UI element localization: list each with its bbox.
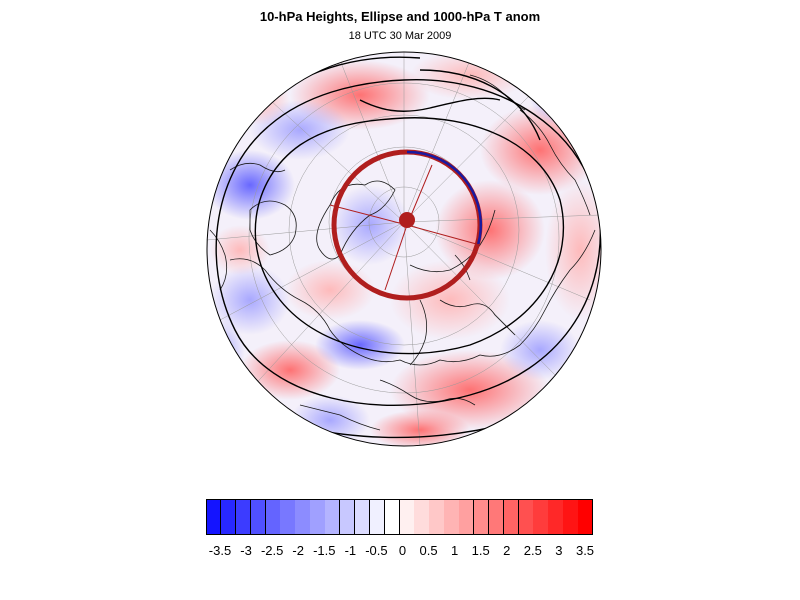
colorbar — [206, 499, 594, 535]
colorbar-cell — [548, 499, 564, 535]
colorbar-cell — [295, 499, 311, 535]
vortex-ellipse — [329, 149, 483, 301]
colorbar-cell — [444, 499, 460, 535]
colorbar-tick-label: 3.5 — [575, 543, 595, 558]
colorbar-cell — [563, 499, 579, 535]
colorbar-cell — [280, 499, 296, 535]
colorbar-cell — [533, 499, 549, 535]
colorbar-tick-label: -0.5 — [365, 543, 388, 558]
colorbar-tick-label: 0.5 — [419, 543, 438, 558]
colorbar-tick-label: -2 — [292, 543, 304, 558]
colorbar-cell — [503, 499, 520, 535]
colorbar-tick-label: 2.5 — [523, 543, 542, 558]
graticule — [207, 52, 601, 446]
colorbar-tick-label: 2 — [503, 543, 511, 558]
globe-outline — [206, 51, 602, 447]
colorbar-cell — [339, 499, 356, 535]
colorbar-cell — [369, 499, 386, 535]
colorbar-tick-label: 1 — [451, 543, 459, 558]
colorbar-cell — [488, 499, 505, 535]
chart-title: 10-hPa Heights, Ellipse and 1000-hPa T a… — [259, 9, 541, 24]
chart-subtitle: 18 UTC 30 Mar 2009 — [348, 30, 452, 42]
colorbar-tick-label: -3.5 — [208, 543, 232, 558]
colorbar-tick-label: -1 — [344, 543, 357, 558]
colorbar-cell — [384, 499, 400, 535]
colorbar-tick-label: -2.5 — [260, 543, 284, 558]
colorbar-cell — [310, 499, 326, 535]
colorbar-tick-label: 0 — [398, 543, 407, 558]
colorbar-tick-label: 1.5 — [471, 543, 490, 558]
colorbar-cell — [265, 499, 281, 535]
colorbar-cell — [235, 499, 252, 535]
temperature-anomaly-field — [207, 52, 601, 446]
colorbar-cell — [473, 499, 490, 535]
colorbar-cell — [220, 499, 237, 535]
colorbar-cell — [250, 499, 267, 535]
colorbar-cell — [429, 499, 445, 535]
colorbar-labels: -3.5 -3 -2.5 -2 -1.5 -1 -0.5 0 0.5 1 1.5 2 2.5 3 3.5 — [0, 543, 800, 563]
colorbar-cell — [518, 499, 534, 535]
colorbar-cell — [325, 499, 341, 535]
colorbar-cell — [459, 499, 475, 535]
colorbar-tick-label: -1.5 — [313, 543, 336, 558]
colorbar-frame — [206, 499, 593, 535]
colorbar-cell — [206, 499, 222, 535]
colorbar-tick-label: 3 — [555, 543, 563, 558]
ellipse-center-dot — [399, 212, 415, 228]
colorbar-cell — [399, 499, 415, 535]
colorbar-cell — [578, 499, 594, 535]
colorbar-cell — [414, 499, 430, 535]
colorbar-tick-label: -3 — [240, 543, 252, 558]
colorbar-cell — [354, 499, 371, 535]
